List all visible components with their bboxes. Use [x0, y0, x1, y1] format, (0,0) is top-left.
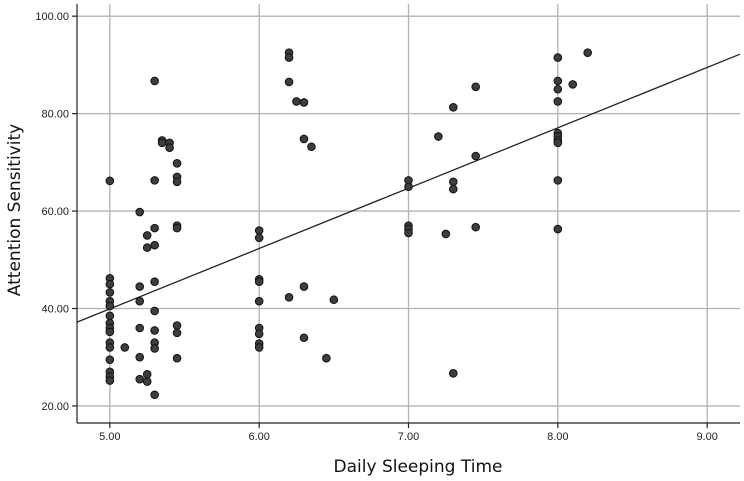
data-point: [553, 84, 563, 94]
axes: [72, 4, 740, 428]
y-tick-label: 100.00: [35, 11, 69, 23]
data-point: [254, 277, 264, 287]
x-axis-title: Daily Sleeping Time: [334, 457, 503, 477]
data-point: [157, 138, 167, 148]
data-point: [172, 321, 182, 330]
data-point: [150, 76, 159, 86]
data-point: [142, 231, 152, 240]
data-point: [150, 326, 159, 335]
data-point: [105, 376, 115, 385]
data-point: [105, 311, 115, 321]
data-point: [165, 143, 174, 153]
data-point: [142, 369, 152, 379]
data-point: [299, 134, 309, 144]
data-point: [254, 233, 264, 243]
data-point: [135, 352, 145, 362]
data-point: [105, 355, 115, 364]
data-point: [292, 97, 301, 106]
x-tick-label: 5.00: [99, 431, 120, 443]
x-tick-labels: 5.00 6.00 7.00 8.00 9.00: [99, 431, 718, 443]
data-point: [553, 176, 563, 185]
y-tick-label: 20.00: [41, 401, 69, 413]
data-point: [142, 243, 152, 252]
data-point: [135, 323, 145, 333]
data-point: [135, 296, 145, 306]
x-tick-label: 7.00: [398, 431, 419, 443]
data-point: [553, 97, 563, 106]
data-point: [284, 293, 294, 302]
data-point: [172, 328, 182, 338]
data-point: [471, 82, 480, 92]
data-point: [448, 177, 458, 187]
data-point: [105, 343, 115, 352]
data-point: [553, 76, 563, 86]
y-axis-title: Attention Sensitivity: [5, 124, 25, 296]
data-point: [254, 329, 264, 339]
y-tick-label: 80.00: [41, 109, 69, 121]
data-point: [307, 142, 316, 152]
y-tick-label: 60.00: [41, 206, 69, 218]
data-point: [299, 333, 309, 343]
data-point: [254, 343, 264, 352]
data-point: [448, 184, 458, 194]
data-point: [172, 223, 182, 233]
data-point: [448, 102, 458, 112]
data-point: [471, 222, 480, 232]
data-point: [448, 369, 458, 378]
data-point: [568, 80, 578, 89]
data-point: [150, 277, 159, 287]
data-point: [322, 353, 331, 363]
data-point: [471, 151, 480, 161]
y-tick-labels: 20.00 40.00 60.00 80.00 100.00: [35, 11, 69, 413]
data-point: [150, 240, 159, 250]
data-point: [105, 176, 115, 186]
data-point: [150, 176, 159, 185]
gridlines: [77, 4, 740, 423]
data-point: [172, 159, 182, 168]
data-point: [150, 344, 159, 353]
y-tick-label: 40.00: [41, 304, 69, 316]
data-point: [254, 296, 264, 306]
data-point: [583, 48, 592, 58]
data-point: [441, 229, 451, 239]
data-point: [120, 343, 130, 352]
data-point: [553, 138, 563, 148]
x-tick-label: 9.00: [696, 431, 717, 443]
data-point: [404, 228, 413, 238]
data-point: [172, 353, 182, 363]
data-point: [299, 98, 309, 107]
data-point: [135, 374, 145, 384]
data-point: [329, 295, 339, 305]
x-tick-label: 8.00: [547, 431, 568, 443]
data-point: [150, 306, 159, 316]
data-point: [284, 77, 294, 87]
data-point: [172, 177, 182, 187]
data-point: [135, 282, 145, 291]
data-point: [404, 182, 413, 192]
data-point: [299, 282, 309, 291]
data-points: [105, 48, 592, 400]
data-point: [553, 224, 563, 234]
data-point: [150, 390, 159, 400]
x-tick-label: 6.00: [248, 431, 269, 443]
data-point: [142, 377, 152, 386]
data-point: [105, 301, 115, 311]
data-point: [150, 223, 159, 233]
data-point: [105, 327, 115, 337]
data-point: [553, 53, 563, 62]
data-point: [434, 132, 443, 141]
data-point: [254, 226, 264, 235]
data-point: [284, 53, 294, 62]
data-point: [135, 207, 145, 217]
data-point: [105, 288, 115, 297]
data-point: [105, 279, 115, 289]
